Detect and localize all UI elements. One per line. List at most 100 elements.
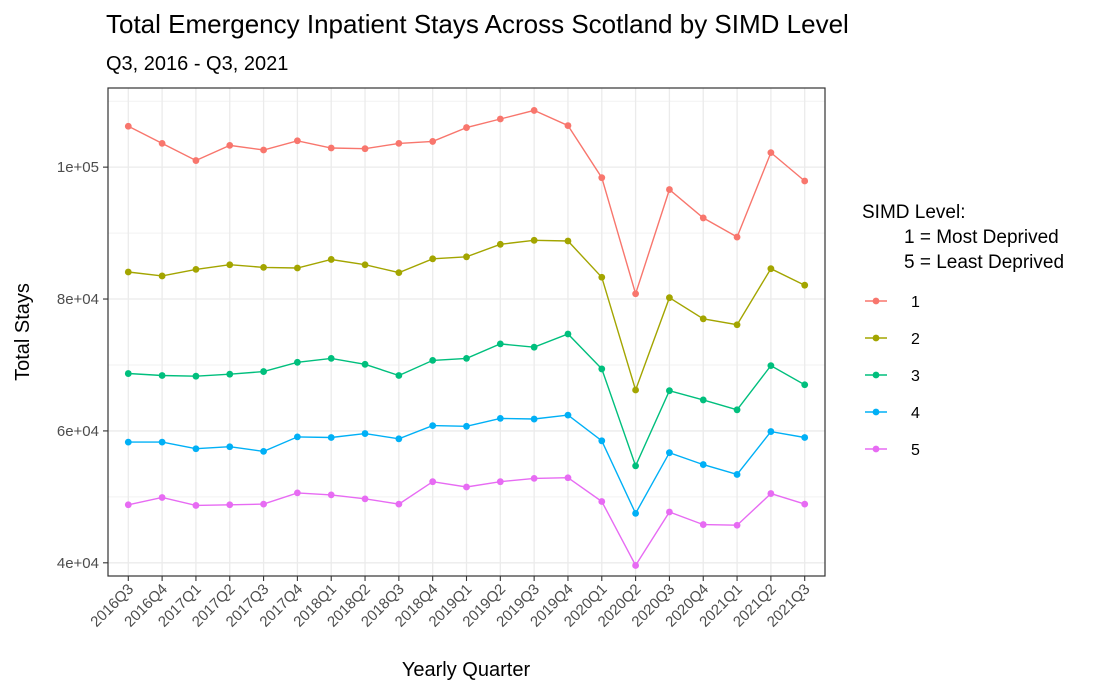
- legend-item-1: 1: [865, 294, 920, 311]
- data-point: [598, 437, 606, 445]
- series-5: [124, 474, 809, 569]
- data-point: [192, 157, 200, 164]
- data-point: [226, 261, 234, 269]
- data-point: [463, 483, 470, 491]
- data-point: [564, 411, 572, 419]
- data-point: [260, 368, 267, 375]
- data-point: [429, 138, 437, 145]
- y-tick-label: 6e+04: [57, 423, 99, 440]
- data-point: [260, 146, 267, 154]
- data-point: [192, 372, 200, 380]
- data-point: [293, 137, 301, 145]
- data-point: [395, 269, 403, 277]
- data-point: [699, 396, 707, 404]
- data-point: [429, 478, 437, 486]
- data-point: [496, 414, 504, 422]
- data-point: [666, 387, 673, 395]
- data-point: [463, 253, 470, 261]
- x-axis-ticks: 2016Q32016Q42017Q12017Q22017Q32017Q42018…: [87, 576, 814, 631]
- legend-key-point: [872, 297, 880, 305]
- data-point: [530, 475, 538, 482]
- data-point: [733, 406, 741, 414]
- data-point: [158, 438, 166, 446]
- data-point: [327, 256, 335, 263]
- data-point: [496, 240, 504, 248]
- data-point: [124, 501, 132, 509]
- data-point: [293, 358, 301, 366]
- data-point: [733, 521, 741, 529]
- chart-title: Total Emergency Inpatient Stays Across S…: [106, 9, 849, 39]
- legend-item-label: 5: [911, 442, 920, 459]
- data-point: [293, 489, 301, 497]
- legend-item-label: 1: [911, 294, 920, 311]
- data-point: [733, 321, 741, 329]
- y-axis-ticks: 4e+04 6e+04 8e+04 1e+05: [57, 159, 108, 572]
- legend-title-line-3: 5 = Least Deprived: [904, 252, 1064, 273]
- data-point: [124, 268, 132, 276]
- legend-key-point: [872, 445, 880, 453]
- data-point: [801, 434, 809, 441]
- data-point: [124, 122, 132, 130]
- data-point: [395, 372, 403, 379]
- data-point: [733, 233, 741, 241]
- data-point: [632, 462, 640, 470]
- data-point: [361, 360, 369, 368]
- legend-keys: 1 2 3 4 5: [865, 294, 920, 459]
- data-point: [564, 237, 572, 245]
- data-point: [361, 495, 369, 503]
- data-point: [801, 381, 809, 389]
- series-3: [124, 330, 809, 470]
- data-point: [192, 265, 200, 273]
- data-point: [496, 340, 504, 348]
- data-point: [530, 107, 538, 114]
- data-point: [361, 145, 369, 153]
- data-point: [564, 474, 572, 482]
- legend-item-4: 4: [865, 405, 920, 422]
- data-point: [666, 294, 673, 302]
- data-point: [666, 508, 673, 516]
- data-point: [598, 174, 606, 182]
- data-point: [463, 422, 470, 430]
- data-point: [226, 141, 234, 149]
- data-point: [801, 281, 809, 289]
- data-point: [496, 478, 504, 486]
- data-point: [632, 562, 640, 569]
- data-point: [226, 370, 234, 378]
- data-point: [666, 449, 673, 457]
- data-point: [395, 435, 403, 443]
- data-point: [361, 261, 369, 269]
- data-point: [124, 370, 132, 377]
- data-point: [226, 443, 234, 451]
- data-point: [158, 372, 166, 379]
- data-point: [767, 149, 775, 157]
- data-point: [564, 330, 572, 338]
- y-tick-label: 8e+04: [57, 291, 99, 308]
- data-point: [598, 365, 606, 373]
- data-point: [767, 265, 775, 273]
- legend-key-point: [872, 371, 880, 379]
- data-point: [666, 186, 673, 193]
- data-point: [463, 354, 470, 362]
- data-point: [327, 434, 335, 441]
- legend-item-5: 5: [865, 442, 920, 459]
- data-point: [429, 356, 437, 364]
- data-point: [699, 521, 707, 528]
- data-point: [226, 501, 234, 509]
- data-point: [429, 422, 437, 430]
- legend-title-line-1: SIMD Level:: [862, 202, 965, 223]
- legend-item-2: 2: [865, 331, 920, 348]
- legend-key-point: [872, 334, 880, 342]
- legend-item-3: 3: [865, 368, 920, 385]
- legend-key-point: [872, 408, 880, 416]
- data-point: [327, 354, 335, 362]
- data-point: [699, 214, 707, 222]
- legend: SIMD Level: 1 = Most Deprived 5 = Least …: [862, 202, 1064, 459]
- data-point: [767, 362, 775, 370]
- y-axis-title: Total Stays: [12, 283, 34, 381]
- y-tick-label: 4e+04: [57, 555, 99, 572]
- data-point: [158, 139, 166, 147]
- series-1: [124, 107, 809, 298]
- legend-item-label: 4: [911, 405, 920, 422]
- data-point: [158, 494, 166, 501]
